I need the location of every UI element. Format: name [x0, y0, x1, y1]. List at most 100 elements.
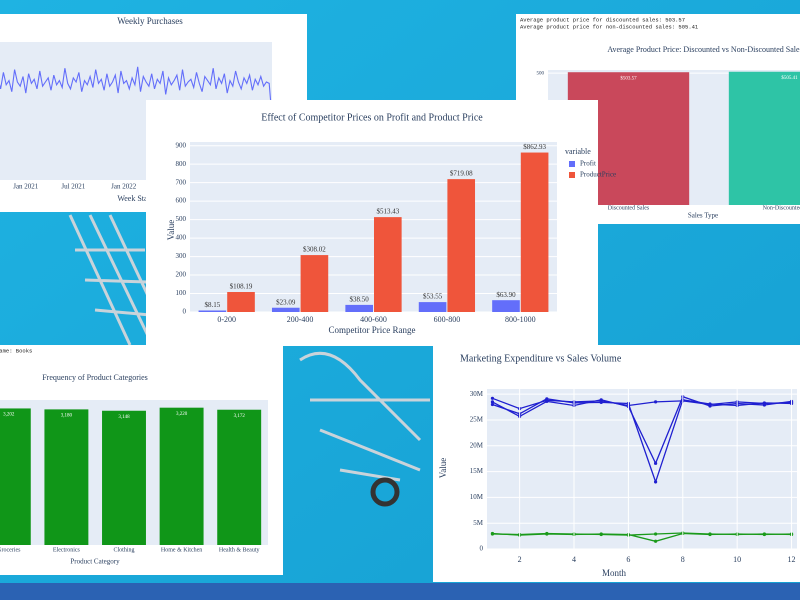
y-tick-label: 25M — [470, 416, 484, 424]
y-tick-label: 500 — [537, 71, 545, 76]
x-tick-label: 800-1000 — [505, 315, 536, 324]
y-tick-label: 0 — [480, 545, 484, 553]
x-axis-title: Week Starting — [117, 194, 162, 203]
x-tick-label: Discounted Sales — [608, 205, 650, 211]
bar — [447, 179, 476, 312]
cart-wheel — [370, 477, 400, 507]
data-label: $505.41 — [781, 76, 798, 81]
marker — [653, 461, 658, 465]
y-tick-label: 400 — [176, 234, 187, 242]
data-label: $108.19 — [230, 283, 253, 291]
y-axis-title: Value — [166, 220, 176, 241]
marker — [653, 532, 658, 536]
x-tick-label: 200-400 — [287, 315, 314, 324]
x-tick-label: Jan 2021 — [13, 183, 39, 191]
data-label: $23.09 — [276, 298, 296, 306]
x-tick-label: Health & Beauty — [219, 547, 260, 553]
y-tick-label: 800 — [176, 160, 187, 168]
x-tick-label: Non-Discounted Sales — [763, 205, 800, 211]
legend-label: Profit — [580, 160, 596, 168]
line — [492, 398, 792, 484]
x-axis-title: Sales Type — [688, 212, 718, 220]
bar — [217, 409, 262, 545]
bar — [374, 217, 402, 312]
chart-panel: 0 100 200 300 400 500 600 700 800 900 0-200 $8.15 $1… — [146, 100, 616, 346]
line — [492, 395, 792, 465]
y-tick-label: 20M — [470, 441, 484, 449]
marker — [599, 398, 603, 402]
cart-wires — [68, 214, 152, 346]
y-axis-title: Value — [438, 458, 448, 479]
y-tick-label: 300 — [176, 252, 187, 260]
x-axis-title: Month — [602, 568, 627, 578]
bar — [300, 255, 329, 312]
x-tick-label: 400-600 — [360, 315, 387, 324]
bar — [418, 302, 447, 312]
marker — [545, 397, 549, 401]
cart-frame — [299, 351, 430, 482]
data-label: $8.15 — [205, 301, 221, 309]
y-tick-label: 5M — [473, 519, 484, 527]
output-note: Name: Books — [0, 347, 32, 354]
x-tick-label: Jan 2022 — [111, 183, 137, 191]
marker — [490, 396, 495, 400]
bar — [520, 152, 549, 312]
bottom-band — [0, 583, 800, 600]
data-label: 3,180 — [61, 414, 73, 419]
data-label: $719.08 — [450, 170, 473, 178]
y-tick-label: 500 — [176, 215, 187, 223]
marker — [545, 399, 549, 403]
marker — [490, 532, 495, 536]
chart-panel: 0 5M 10M 15M 20M 25M 30M 2 4 6 8 10 12 Marketing Expe… — [433, 345, 800, 582]
legend-swatch — [569, 172, 575, 178]
chart-panel: Groceries 3,202 Electronics 3,180 Clothing 3,… — [0, 345, 283, 575]
data-label: 3,202 — [3, 413, 15, 418]
bar — [102, 410, 146, 545]
data-label: 3,220 — [176, 412, 188, 417]
y-tick-label: 700 — [176, 178, 187, 186]
y-tick-label: 10M — [470, 493, 484, 501]
bar — [0, 408, 31, 545]
marker — [490, 400, 495, 404]
data-label: $308.02 — [303, 246, 326, 254]
chart-title: Average Product Price: Discounted vs Non… — [607, 45, 800, 54]
marker — [708, 532, 712, 536]
chart-title: Weekly Purchases — [117, 16, 183, 26]
chart-title: Marketing Expenditure vs Sales Volume — [460, 353, 622, 364]
bar — [271, 307, 300, 312]
output-note: Average product price for discounted sal… — [520, 16, 685, 23]
legend-title: variable — [565, 147, 591, 156]
plot-background — [190, 142, 557, 312]
line — [0, 66, 273, 118]
data-label: $862.93 — [523, 143, 546, 151]
marks: Groceries 3,202 Electronics 3,180 Clothing 3,… — [0, 407, 262, 553]
y-tick-label: 30M — [470, 390, 484, 398]
data-label: $38.50 — [350, 295, 370, 303]
marks: 0-200 $8.15 $108.19 200-400 $23.09 $308.02 400… — [198, 143, 549, 324]
legend-swatch — [569, 161, 575, 167]
y-tick-label: 0 — [183, 308, 187, 316]
bar — [44, 409, 89, 545]
x-tick-label: Groceries — [0, 547, 21, 553]
bar — [345, 304, 373, 312]
x-tick-label: 8 — [681, 555, 685, 564]
x-tick-label: 0-200 — [217, 315, 236, 324]
x-tick-label: 12 — [788, 555, 796, 564]
marker — [762, 401, 766, 405]
data-label: 3,172 — [234, 414, 246, 419]
bar — [728, 71, 800, 205]
x-tick-label: Clothing — [113, 547, 134, 553]
x-tick-label: Jul 2021 — [61, 183, 85, 191]
marker — [653, 400, 658, 404]
bar — [159, 407, 204, 545]
marker — [599, 532, 603, 537]
x-tick-label: 600-800 — [434, 315, 461, 324]
marks: Discounted Sales $503.57 Non-Discounted Sa… — [567, 71, 800, 211]
x-axis-title: Competitor Price Range — [329, 325, 416, 335]
x-tick-label: 6 — [626, 555, 630, 564]
legend-label: ProductPrice — [580, 171, 616, 179]
x-axis-title: Product Category — [70, 558, 120, 566]
y-tick-label: 900 — [176, 141, 187, 149]
